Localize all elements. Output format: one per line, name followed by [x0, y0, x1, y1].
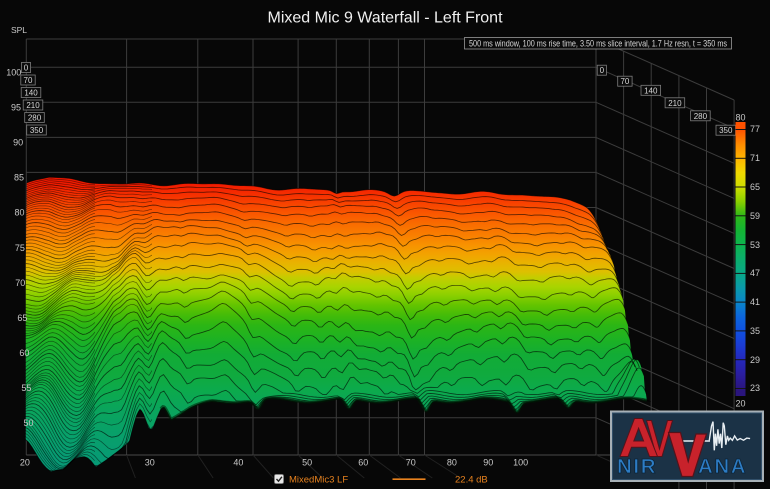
svg-text:100: 100 — [6, 68, 21, 78]
svg-text:0: 0 — [600, 66, 605, 75]
svg-text:80: 80 — [14, 208, 24, 218]
svg-text:20: 20 — [735, 398, 745, 408]
svg-text:20: 20 — [20, 458, 30, 468]
svg-text:90: 90 — [13, 138, 23, 148]
svg-text:70: 70 — [24, 76, 33, 85]
svg-text:30: 30 — [145, 458, 155, 468]
svg-text:50: 50 — [23, 418, 33, 428]
svg-text:70: 70 — [15, 278, 25, 288]
svg-text:Mixed Mic 9 Waterfall - Left F: Mixed Mic 9 Waterfall - Left Front — [267, 10, 503, 27]
svg-text:280: 280 — [694, 112, 708, 121]
svg-text:71: 71 — [750, 153, 760, 163]
svg-text:29: 29 — [750, 355, 760, 365]
svg-text:MixedMic3 LF: MixedMic3 LF — [289, 475, 348, 486]
svg-text:35: 35 — [750, 326, 760, 336]
svg-text:140: 140 — [24, 89, 38, 98]
svg-text:75: 75 — [15, 243, 25, 253]
svg-text:59: 59 — [750, 211, 760, 221]
svg-text:70: 70 — [406, 458, 416, 468]
svg-text:280: 280 — [28, 114, 42, 123]
svg-text:60: 60 — [19, 348, 29, 358]
svg-text:140: 140 — [644, 86, 658, 95]
svg-text:100: 100 — [513, 458, 528, 468]
svg-text:95: 95 — [11, 103, 21, 113]
svg-text:80: 80 — [735, 113, 745, 123]
svg-text:500 ms window, 100 ms rise tim: 500 ms window, 100 ms rise time, 3.50 ms… — [469, 38, 727, 48]
svg-text:65: 65 — [750, 182, 760, 192]
svg-text:60: 60 — [358, 458, 368, 468]
svg-text:40: 40 — [233, 458, 243, 468]
svg-text:210: 210 — [668, 99, 682, 108]
svg-text:NIR: NIR — [617, 455, 657, 478]
svg-text:50: 50 — [302, 458, 312, 468]
svg-text:23: 23 — [750, 383, 760, 393]
svg-text:ANA: ANA — [698, 455, 747, 478]
svg-text:85: 85 — [14, 173, 24, 183]
svg-text:41: 41 — [750, 297, 760, 307]
svg-text:350: 350 — [30, 126, 44, 135]
svg-text:SPL: SPL — [11, 25, 27, 35]
svg-text:90: 90 — [483, 458, 493, 468]
svg-text:210: 210 — [26, 101, 40, 110]
svg-text:65: 65 — [17, 313, 27, 323]
svg-text:80: 80 — [447, 458, 457, 468]
svg-text:55: 55 — [21, 383, 31, 393]
svg-text:70: 70 — [620, 77, 629, 86]
svg-text:0: 0 — [24, 64, 29, 73]
svg-text:22.4 dB: 22.4 dB — [455, 475, 488, 486]
svg-text:47: 47 — [750, 268, 760, 278]
svg-text:350: 350 — [719, 126, 733, 135]
svg-text:53: 53 — [750, 240, 760, 250]
svg-text:77: 77 — [750, 124, 760, 134]
